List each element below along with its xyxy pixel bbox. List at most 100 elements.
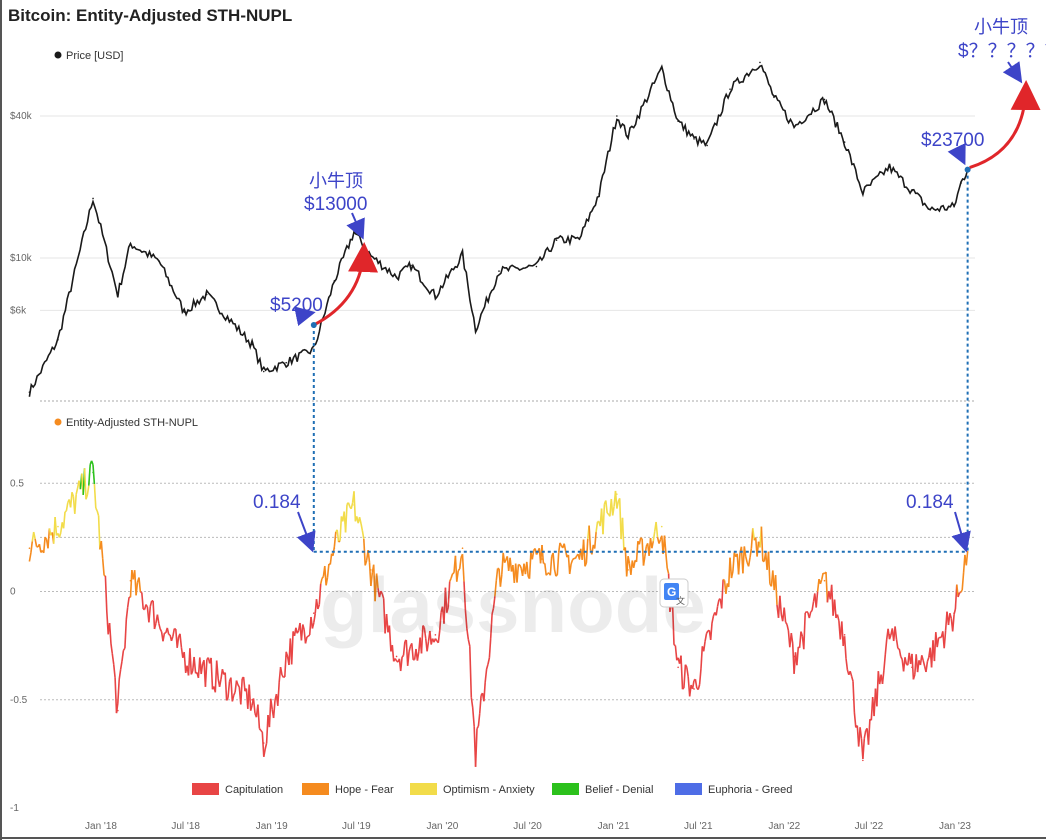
nupl-series-segment (44, 536, 48, 540)
nupl-series-segment (75, 487, 79, 495)
price-point (370, 255, 372, 257)
nupl-series-segment (153, 623, 157, 630)
anno-mini-top-price: $13000 (304, 194, 367, 215)
watermark: glassnode (320, 561, 706, 649)
nupl-series-segment (747, 557, 751, 567)
nupl-series-segment (90, 460, 94, 465)
nupl-series-segment (638, 537, 642, 545)
nupl-series-segment (257, 704, 261, 729)
price-point (183, 311, 186, 313)
nupl-series-segment (96, 510, 100, 517)
nupl-series-segment (258, 728, 262, 731)
nupl-series-segment (411, 643, 414, 660)
nupl-legend: Entity-Adjusted STH-NUPL (54, 417, 198, 429)
nupl-series-segment (790, 632, 794, 644)
nupl-point (759, 536, 761, 539)
nupl-series-segment (779, 595, 783, 615)
nupl-series-segment (118, 669, 122, 680)
nupl-series-segment (189, 648, 193, 675)
nupl-series-segment (399, 656, 403, 672)
nupl-series-segment (897, 647, 900, 650)
nupl-series-segment (642, 556, 646, 566)
nupl-series-segment (329, 553, 333, 565)
nupl-series-segment (904, 657, 908, 665)
x-tick-label: Jan '18 (85, 821, 117, 832)
nupl-series-segment (957, 592, 961, 598)
nupl-series-segment (843, 636, 847, 659)
nupl-series-segment (34, 538, 38, 547)
nupl-series-segment (702, 641, 706, 652)
nupl-series-segment (895, 639, 899, 649)
nupl-series-segment (774, 575, 778, 605)
anno-nupl-right: 0.184 (906, 492, 954, 513)
nupl-series-segment (437, 630, 441, 643)
price-point (251, 343, 253, 346)
nupl-series-segment (235, 680, 239, 685)
nupl-series-segment (502, 552, 506, 563)
nupl-series-segment (568, 563, 572, 575)
nupl-series-segment (526, 561, 529, 577)
nupl-series-segment (956, 584, 959, 598)
nupl-series-segment (487, 657, 491, 665)
translate-icon[interactable]: G 文 (659, 578, 689, 608)
nupl-point (353, 504, 355, 506)
nupl-point (183, 655, 186, 658)
price-tick-label: $10k (10, 253, 33, 264)
price-point (616, 115, 618, 117)
nupl-series-segment (938, 636, 941, 639)
price-point (205, 293, 208, 296)
nupl-series-segment (625, 556, 629, 577)
nupl-series-segment (544, 563, 547, 576)
nupl-series-segment (458, 557, 462, 569)
nupl-series-segment (477, 713, 481, 727)
nupl-series-segment (470, 697, 474, 708)
nupl-series-segment (760, 526, 764, 562)
nupl-series-segment (42, 537, 46, 553)
nupl-series-segment (179, 633, 183, 648)
price-point (129, 242, 132, 245)
nupl-series-segment (168, 633, 171, 636)
nupl-series-segment (30, 541, 34, 553)
nupl-tick-label: -1 (10, 803, 19, 814)
nupl-series-segment (158, 623, 161, 630)
nupl-series-segment (69, 492, 73, 508)
nupl-series-segment (463, 581, 467, 611)
nupl-series-segment (166, 627, 170, 635)
zone-legend-swatch (302, 783, 329, 795)
nupl-series-segment (108, 623, 112, 644)
nupl-series-segment (796, 646, 800, 666)
pointer-arrow-nupl-left (296, 511, 316, 553)
nupl-series-segment (406, 651, 410, 666)
nupl-series-segment (338, 540, 341, 543)
nupl-series-segment (584, 562, 588, 567)
nupl-series-segment (476, 725, 480, 730)
nupl-series-segment (231, 695, 235, 702)
nupl-series-segment (841, 621, 844, 647)
nupl-series-segment (100, 540, 104, 559)
nupl-series-segment (673, 644, 676, 647)
nupl-series-segment (261, 732, 265, 757)
nupl-series-segment (272, 700, 276, 719)
nupl-series-segment (336, 529, 340, 543)
price-point (823, 98, 826, 101)
nupl-series-segment (749, 547, 753, 558)
nupl-series-segment (416, 651, 420, 661)
nupl-series-segment (112, 664, 116, 678)
price-point (729, 88, 731, 90)
nupl-series-segment (448, 577, 452, 582)
nupl-series-segment (635, 541, 639, 562)
nupl-series-segment (488, 638, 492, 658)
price-point (843, 141, 846, 143)
nupl-series-segment (547, 572, 550, 575)
pointer-arrow-nupl-right (951, 511, 971, 553)
nupl-point (57, 525, 59, 528)
nupl-series-segment (176, 636, 180, 648)
nupl-point (370, 569, 372, 571)
nupl-series-segment (370, 572, 374, 587)
nupl-series-segment (364, 560, 368, 566)
nupl-series-segment (227, 681, 231, 698)
nupl-series-segment (563, 543, 567, 552)
nupl-point (627, 569, 629, 571)
anno-future-label: 小牛顶 (974, 17, 1028, 37)
nupl-series-segment (876, 671, 880, 707)
